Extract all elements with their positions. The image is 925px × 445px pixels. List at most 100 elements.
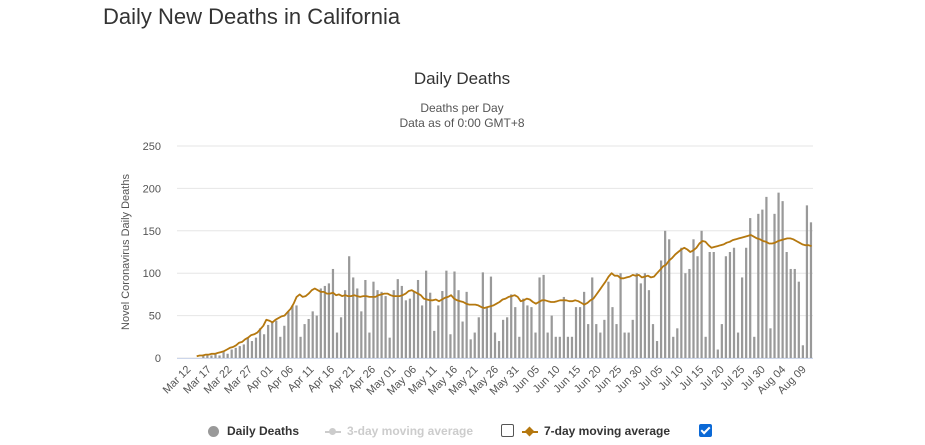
chart-title: Daily Deaths — [414, 69, 510, 88]
daily-deaths-bar — [526, 305, 529, 358]
chart-legend: Daily Deaths 3-day moving average 7-day … — [0, 420, 925, 442]
daily-deaths-bar — [473, 332, 476, 358]
daily-deaths-bar — [680, 247, 683, 358]
daily-deaths-bar — [530, 307, 533, 358]
daily-deaths-bar — [550, 315, 553, 358]
daily-deaths-bar — [805, 205, 809, 358]
legend-item-7day-average[interactable]: 7-day moving average — [522, 420, 670, 442]
daily-deaths-bar — [335, 332, 339, 358]
daily-deaths-bar — [384, 296, 387, 358]
legend-item-daily-deaths[interactable]: Daily Deaths — [208, 420, 299, 442]
daily-deaths-bar — [672, 336, 675, 358]
daily-deaths-bar — [311, 311, 314, 358]
daily-deaths-bar — [404, 300, 407, 358]
daily-deaths-bar — [429, 292, 432, 358]
daily-deaths-bar — [599, 332, 602, 358]
daily-deaths-bar — [668, 239, 671, 358]
daily-deaths-bar — [570, 336, 574, 358]
daily-deaths-bar — [740, 277, 744, 358]
daily-deaths-bar — [441, 291, 444, 358]
daily-deaths-bar — [619, 273, 622, 358]
daily-deaths-bar — [749, 218, 752, 358]
daily-deaths-bar — [753, 336, 756, 358]
daily-deaths-bar — [356, 288, 359, 358]
daily-deaths-bar — [574, 307, 578, 358]
daily-deaths-bar — [303, 324, 306, 358]
daily-deaths-bar — [210, 355, 213, 358]
daily-deaths-bar — [416, 279, 420, 358]
daily-deaths-bar — [607, 281, 610, 358]
daily-deaths-bar — [331, 268, 335, 358]
y-tick-label: 200 — [143, 183, 161, 195]
daily-deaths-bar — [700, 230, 703, 358]
chart-subtitle-line1: Deaths per Day — [420, 101, 503, 115]
daily-deaths-bar — [522, 298, 525, 358]
daily-deaths-bar — [230, 349, 233, 358]
daily-deaths-bar — [242, 344, 245, 358]
daily-deaths-bar — [732, 247, 736, 358]
diamond-marker-icon — [522, 426, 538, 437]
daily-deaths-bar — [477, 317, 480, 358]
daily-deaths-bar — [283, 325, 286, 358]
daily-deaths-bar — [514, 307, 517, 358]
daily-deaths-bar — [692, 239, 695, 358]
y-tick-label: 100 — [143, 268, 161, 280]
daily-deaths-bar — [583, 291, 586, 358]
checkbox-7day-average[interactable] — [699, 424, 712, 437]
daily-deaths-bar — [445, 270, 448, 358]
daily-deaths-bar — [457, 290, 460, 358]
daily-deaths-bar — [566, 336, 570, 358]
daily-deaths-bar — [238, 346, 241, 358]
daily-deaths-bar — [708, 252, 711, 358]
daily-deaths-bar — [631, 319, 634, 358]
daily-deaths-bar — [481, 272, 484, 358]
daily-deaths-bar — [785, 252, 788, 358]
daily-deaths-bar — [295, 305, 298, 358]
daily-deaths-bar — [789, 268, 792, 358]
daily-deaths-bar — [323, 285, 326, 358]
chart-subtitle-line2: Data as of 0:00 GMT+8 — [399, 116, 524, 130]
daily-deaths-bar — [408, 298, 412, 358]
checkbox-3day-average[interactable] — [501, 424, 514, 437]
daily-deaths-bar — [664, 230, 667, 358]
daily-deaths-bar — [214, 353, 217, 358]
y-tick-label: 250 — [143, 141, 161, 153]
daily-deaths-bar — [469, 339, 472, 358]
daily-deaths-bar — [279, 336, 282, 358]
daily-deaths-bars — [202, 192, 813, 358]
daily-deaths-bar — [728, 252, 732, 358]
daily-deaths-bar — [773, 213, 776, 358]
daily-deaths-bar — [315, 315, 318, 358]
daily-deaths-bar — [202, 354, 205, 358]
daily-deaths-bar — [453, 271, 456, 358]
daily-deaths-bar — [465, 291, 468, 358]
daily-deaths-bar — [327, 283, 331, 358]
daily-deaths-bar — [234, 347, 237, 358]
y-axis-title: Novel Coronavirus Daily Deaths — [120, 174, 132, 330]
daily-deaths-bar — [765, 196, 768, 358]
daily-deaths-bar — [684, 273, 687, 358]
legend-item-3day-average[interactable]: 3-day moving average — [325, 420, 473, 442]
moving-average-lines — [196, 234, 812, 358]
y-tick-label: 50 — [149, 311, 161, 323]
daily-deaths-bar — [206, 355, 209, 358]
daily-deaths-bar — [380, 291, 383, 358]
daily-deaths-bar — [299, 336, 302, 358]
legend-label-7day-average: 7-day moving average — [544, 424, 671, 438]
daily-deaths-bar — [611, 307, 614, 358]
daily-deaths-bar — [655, 341, 659, 358]
daily-deaths-bar — [757, 213, 760, 358]
daily-deaths-bar — [720, 324, 723, 358]
daily-deaths-bar — [712, 252, 715, 358]
y-tick-label: 0 — [155, 353, 161, 365]
daily-deaths-bar — [724, 256, 728, 358]
daily-deaths-bar — [291, 305, 294, 358]
daily-deaths-bar — [222, 352, 225, 358]
series-7day-average-line — [196, 234, 812, 358]
daily-deaths-bar — [562, 296, 565, 358]
daily-deaths-bar — [716, 349, 719, 358]
daily-deaths-bar — [704, 336, 707, 358]
daily-deaths-bar — [360, 311, 363, 358]
legend-label-daily-deaths: Daily Deaths — [227, 424, 300, 438]
daily-deaths-bar — [777, 192, 780, 358]
